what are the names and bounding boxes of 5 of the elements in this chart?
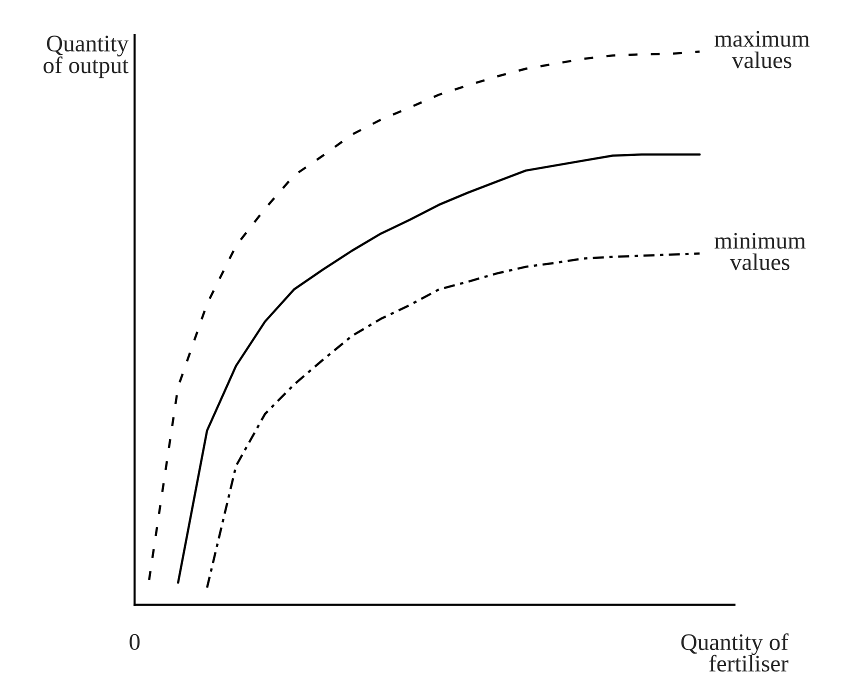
y-axis-title: Quantity of output <box>44 36 129 78</box>
series-label: maximum values <box>714 30 810 68</box>
series-label: minimum values <box>714 232 806 270</box>
x-axis-title: Quantity of fertiliser <box>681 633 789 672</box>
text: 0 <box>130 634 140 650</box>
